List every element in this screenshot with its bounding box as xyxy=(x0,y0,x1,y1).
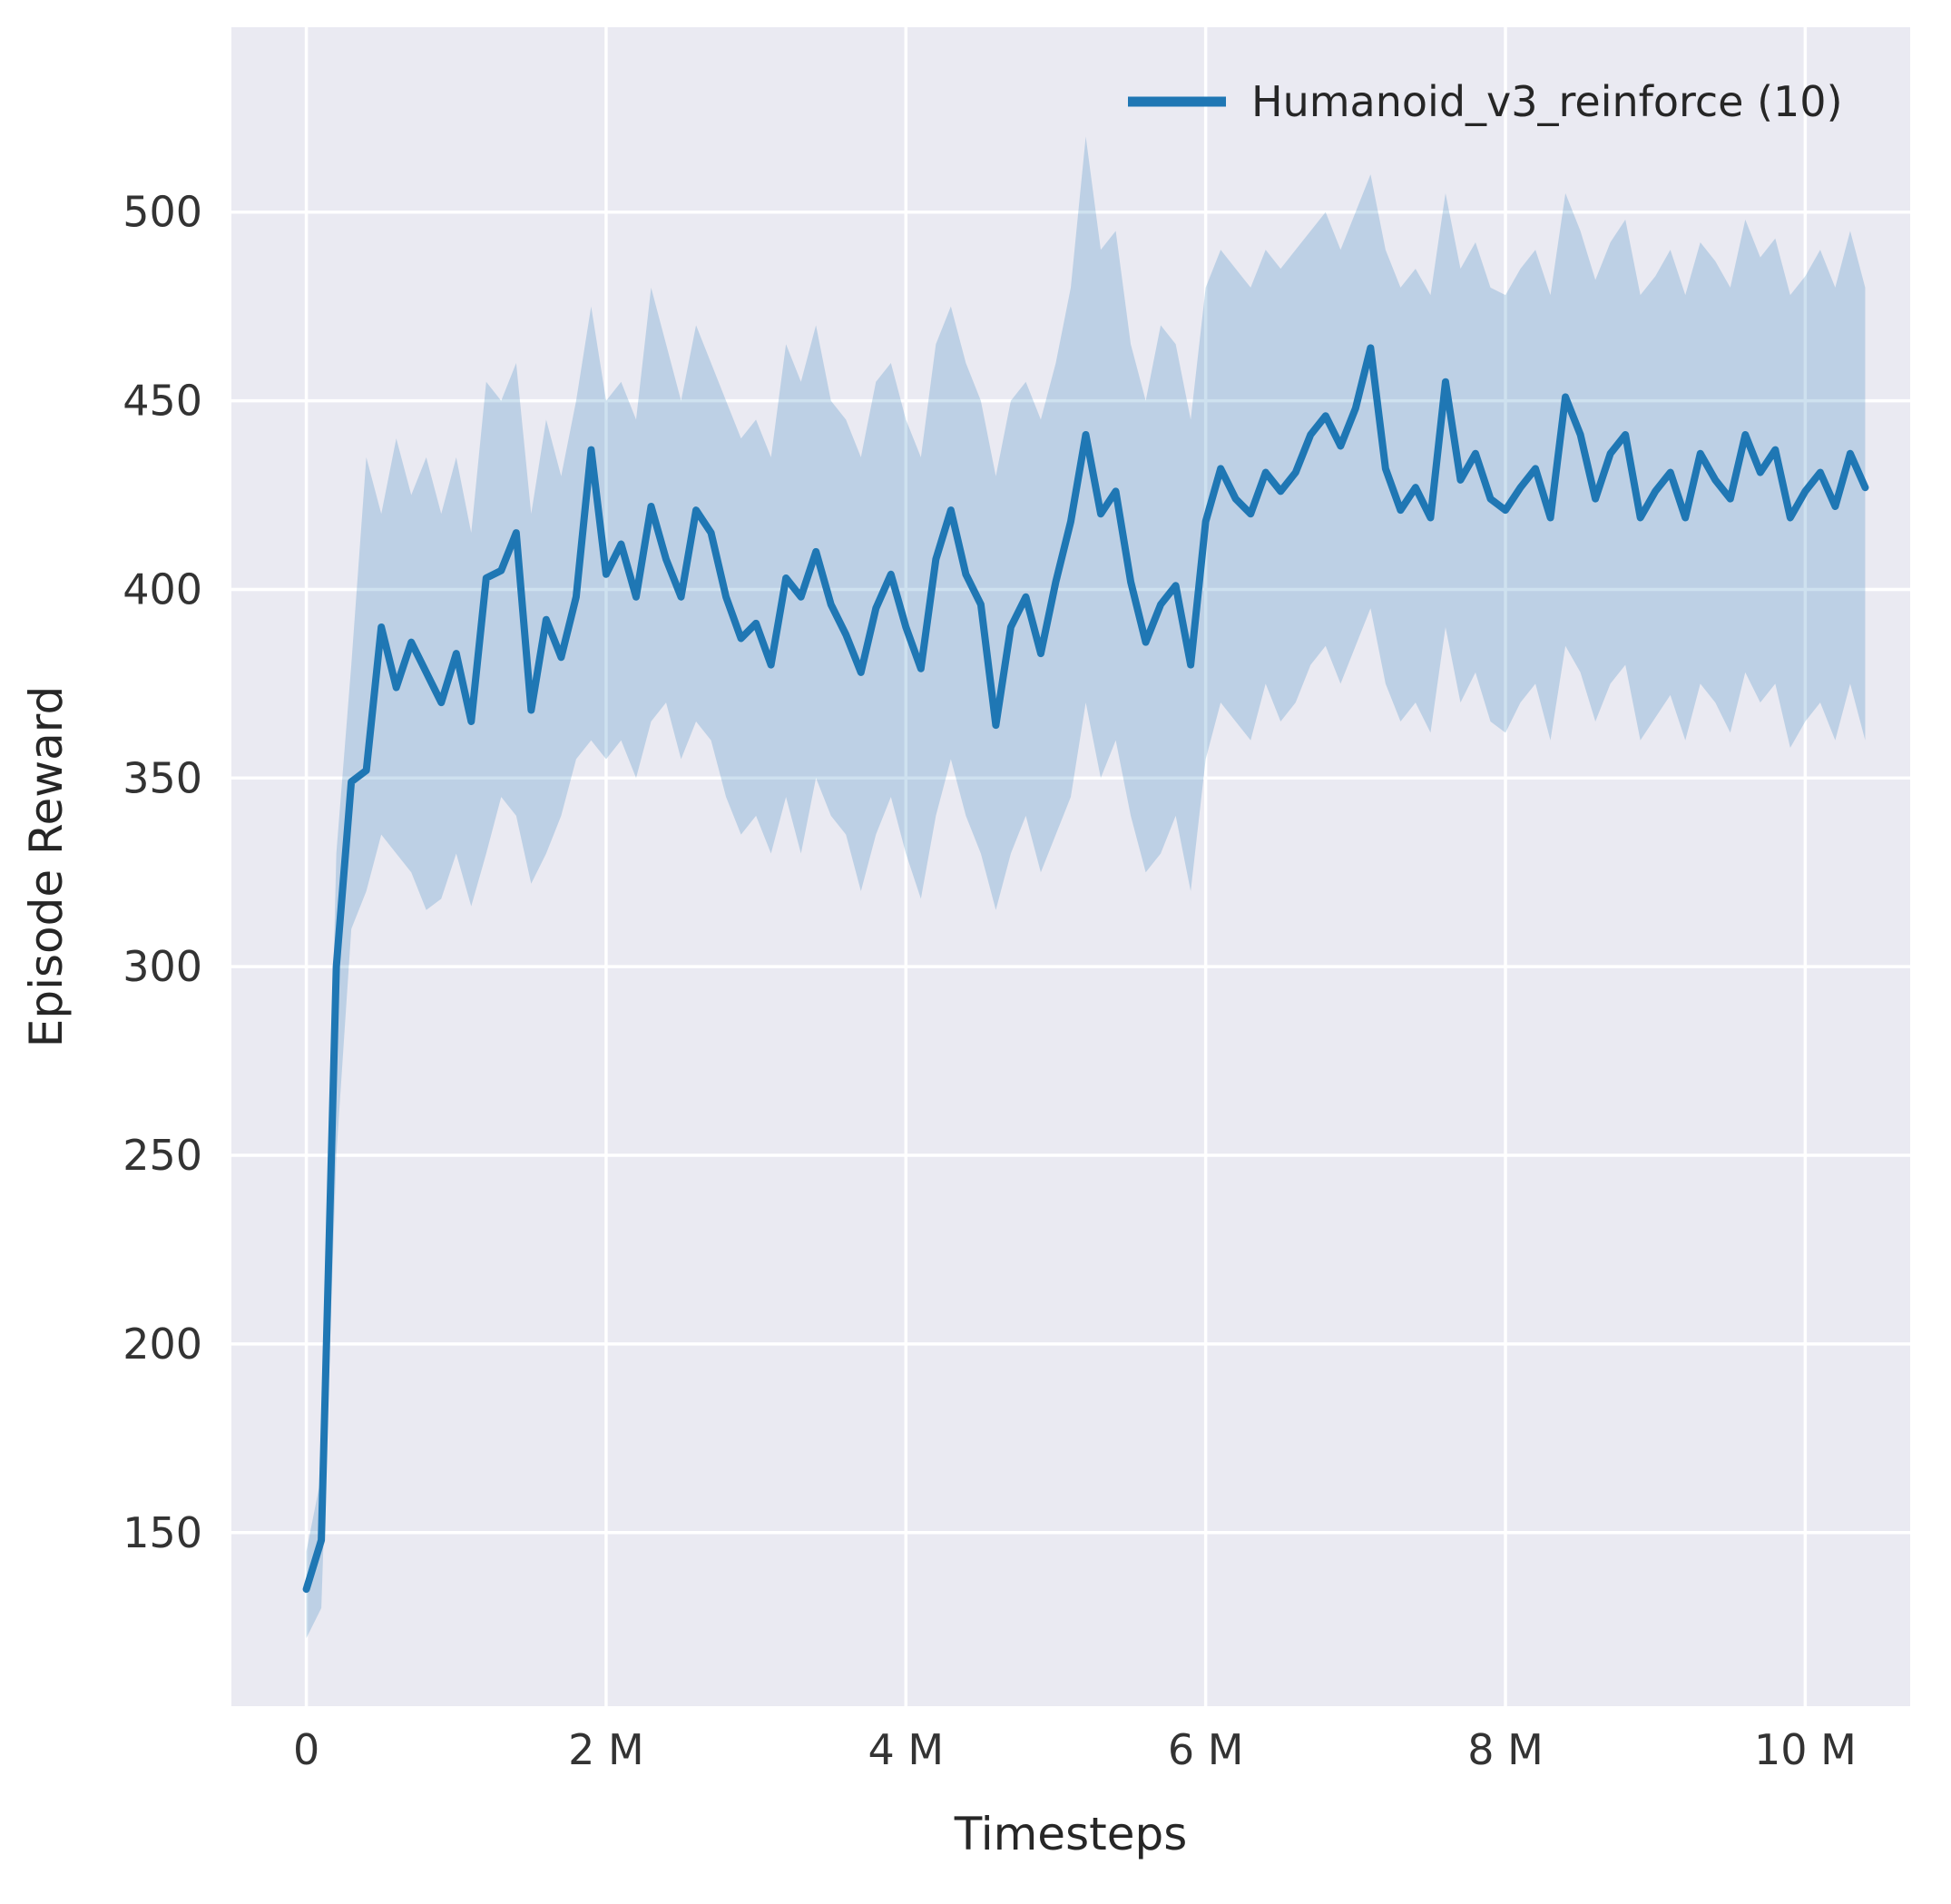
tick-label-layer: 0 2 M 4 M 6 M 8 M 10 M 150 200 250 300 350 400 450 50… xyxy=(123,188,1857,1774)
x-tick-label: 8 M xyxy=(1467,1725,1544,1774)
y-tick-label: 150 xyxy=(123,1508,202,1557)
legend-layer: Humanoid_v3_reinforce (10) xyxy=(1128,77,1843,126)
legend-label: Humanoid_v3_reinforce (10) xyxy=(1251,77,1843,126)
y-tick-label: 200 xyxy=(123,1320,202,1369)
grid-layer xyxy=(231,27,1910,1706)
y-tick-label: 350 xyxy=(123,753,202,802)
plot-area xyxy=(231,27,1910,1706)
data-layer xyxy=(302,136,1869,1639)
x-tick-label: 10 M xyxy=(1754,1725,1857,1774)
x-tick-label: 6 M xyxy=(1168,1725,1244,1774)
y-tick-label: 500 xyxy=(123,188,202,237)
x-axis-label: Timesteps xyxy=(954,1808,1188,1860)
y-tick-label: 400 xyxy=(123,564,202,613)
y-tick-label: 300 xyxy=(123,942,202,991)
axes-background-layer xyxy=(231,27,1910,1706)
y-tick-label: 250 xyxy=(123,1131,202,1180)
x-tick-label: 0 xyxy=(293,1725,319,1774)
x-tick-label: 2 M xyxy=(568,1725,644,1774)
series-line xyxy=(302,344,1869,1594)
y-axis-label: Episode Reward xyxy=(20,686,73,1047)
y-tick-label: 450 xyxy=(123,377,202,426)
x-tick-label: 4 M xyxy=(868,1725,945,1774)
